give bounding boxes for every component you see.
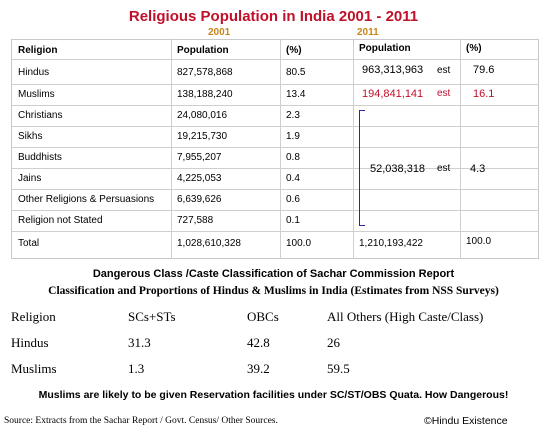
table-cell-population-2001: 1,028,610,328 (177, 238, 241, 249)
sachar-cell-others: 59.5 (327, 361, 350, 376)
table-cell-population-2011: 194,841,141 (362, 88, 424, 100)
source-note: Source: Extracts from the Sachar Report … (4, 416, 278, 426)
table-cell-population-2001: 6,639,626 (177, 194, 222, 205)
table-cell-religion: Total (18, 238, 40, 249)
table-row-divider (12, 147, 538, 148)
sachar-cell-sc-st: 31.3 (128, 335, 151, 350)
warning-text: Muslims are likely to be given Reservati… (38, 389, 509, 401)
table-cell-population-2001: 138,188,240 (177, 89, 233, 100)
title-years: 2001 - 2011 (338, 8, 419, 25)
table-cell-pct-2001: 13.4 (286, 89, 306, 100)
table-cell-religion: Buddhists (18, 152, 62, 163)
table-row-divider (12, 59, 538, 60)
column-divider (280, 39, 281, 259)
table-cell-pct-2011: 16.1 (473, 88, 495, 100)
table-cell-religion: Religion not Stated (18, 215, 103, 226)
table-cell-population-2001: 7,955,207 (177, 152, 222, 163)
table-cell-pct-2001: 100.0 (286, 238, 312, 249)
column-divider (171, 39, 172, 259)
others-bracket (359, 110, 365, 226)
column-header-population-2011: Population (359, 43, 411, 54)
year-2011-label: 2011 (357, 27, 379, 38)
sachar-header-sc-st: SCs+STs (128, 309, 176, 324)
table-cell-population-2001: 24,080,016 (177, 110, 228, 121)
sachar-title: Dangerous Class /Caste Classification of… (92, 268, 455, 280)
column-header-pct-2011: (%) (466, 43, 482, 54)
column-header-religion: Religion (18, 45, 58, 56)
column-header-pct-2001: (%) (286, 45, 302, 56)
others-population-2011: 52,038,318 (370, 163, 426, 175)
sachar-cell-religion: Hindus (11, 335, 49, 350)
table-cell-population-2001: 727,588 (177, 215, 214, 226)
table-row-divider (12, 210, 538, 211)
table-cell-population-2011: 1,210,193,422 (359, 238, 423, 249)
sachar-cell-obc: 42.8 (247, 335, 270, 350)
sachar-header-others: All Others (High Caste/Class) (327, 309, 484, 324)
table-cell-pct-2001: 0.6 (286, 194, 300, 205)
sachar-header-obc: OBCs (247, 309, 279, 324)
sachar-cell-religion: Muslims (11, 361, 57, 376)
table-cell-religion: Muslims (18, 89, 55, 100)
sachar-cell-others: 26 (327, 335, 340, 350)
column-header-population-2001: Population (177, 45, 229, 56)
sachar-header-religion: Religion (11, 309, 56, 324)
table-cell-population-2001: 4,225,053 (177, 173, 222, 184)
sachar-cell-sc-st: 1.3 (128, 361, 145, 376)
table-cell-est: est (437, 65, 451, 76)
table-cell-religion: Christians (18, 110, 63, 121)
table-cell-est: est (437, 88, 451, 99)
table-cell-pct-2001: 0.1 (286, 215, 300, 226)
table-row-divider (12, 189, 538, 190)
table-cell-pct-2011: 79.6 (473, 64, 495, 76)
table-cell-population-2011: 963,313,963 (362, 64, 424, 76)
table-cell-pct-2001: 0.4 (286, 173, 300, 184)
others-pct-2011: 4.3 (470, 163, 486, 175)
table-cell-religion: Jains (18, 173, 42, 184)
table-row-divider (12, 105, 538, 106)
title-text: Religious Population in India (128, 8, 335, 25)
column-divider (460, 39, 461, 259)
table-cell-religion: Other Religions & Persuasions (18, 194, 155, 205)
table-row-divider (12, 84, 538, 85)
table-cell-pct-2001: 0.8 (286, 152, 300, 163)
table-row-divider (12, 231, 538, 232)
page-title: Religious Population in India 2001 - 201… (0, 8, 547, 25)
year-2001-label: 2001 (208, 27, 231, 38)
table-cell-population-2001: 19,215,730 (177, 131, 228, 142)
table-row-divider (12, 126, 538, 127)
table-cell-religion: Sikhs (18, 131, 43, 142)
column-divider (353, 39, 354, 259)
table-cell-pct-2001: 2.3 (286, 110, 300, 121)
sachar-cell-obc: 39.2 (247, 361, 270, 376)
table-cell-population-2001: 827,578,868 (177, 67, 233, 78)
others-est: est (437, 163, 451, 174)
table-cell-religion: Hindus (18, 67, 50, 78)
copyright-text: ©Hindu Existence (424, 415, 508, 427)
table-cell-pct-2001: 1.9 (286, 131, 300, 142)
table-row-divider (12, 168, 538, 169)
population-table (11, 39, 539, 259)
sachar-subtitle: Classification and Proportions of Hindus… (48, 285, 499, 297)
table-cell-pct-2011: 100.0 (466, 236, 492, 247)
table-cell-pct-2001: 80.5 (286, 67, 306, 78)
